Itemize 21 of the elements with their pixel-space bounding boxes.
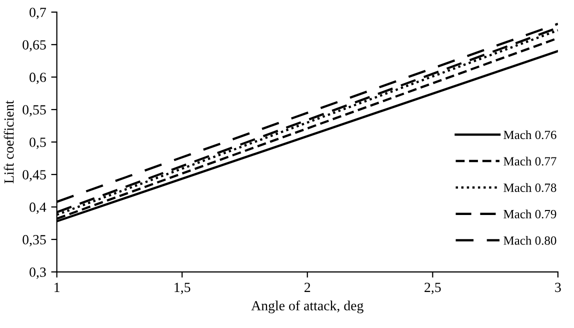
x-tick-label: 3 <box>555 282 561 292</box>
y-tick-label: 0,7 <box>30 8 46 20</box>
legend-label: Mach 0.78 <box>504 183 556 192</box>
y-tick-label: 0,3 <box>30 267 46 279</box>
x-tick-label: 1 <box>54 282 60 292</box>
x-axis-title: Angle of attack, deg <box>251 300 364 314</box>
x-tick-label: 1,5 <box>174 282 190 294</box>
x-tick-label: 2,5 <box>424 282 441 294</box>
y-tick-label: 0,6 <box>30 72 46 84</box>
legend-label: Mach 0.76 <box>504 130 556 140</box>
y-tick-label: 0,4 <box>30 202 46 214</box>
y-tick-label: 0,5 <box>30 138 46 149</box>
y-axis-title: Lift coefficient <box>4 100 14 184</box>
legend-label: Mach 0.80 <box>504 236 556 245</box>
x-tick-label: 2 <box>304 282 310 292</box>
y-tick-label: 0,65 <box>22 40 46 52</box>
legend-label: Mach 0.79 <box>504 210 556 218</box>
legend-label: Mach 0.77 <box>504 156 556 166</box>
y-tick-label: 0,45 <box>22 170 46 182</box>
y-tick-label: 0,55 <box>22 105 46 117</box>
y-tick-label: 0,35 <box>22 235 46 246</box>
